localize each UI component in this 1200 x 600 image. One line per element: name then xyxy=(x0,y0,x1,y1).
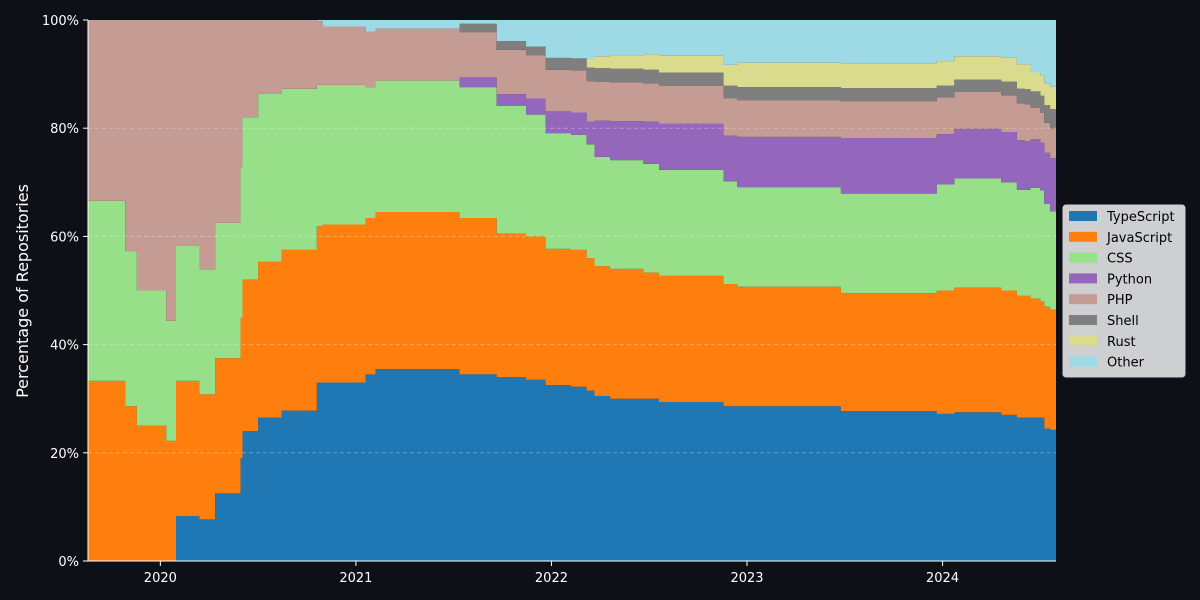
area-series-css xyxy=(88,80,1056,441)
y-tick-label: 0% xyxy=(58,555,79,570)
x-tick-label: 2024 xyxy=(926,571,959,586)
legend-label-javascript: JavaScript xyxy=(1106,231,1172,246)
x-tick-label: 2021 xyxy=(339,571,372,586)
area-series-javascript xyxy=(88,212,1056,562)
x-tick-label: 2020 xyxy=(144,571,177,586)
legend-label-php: PHP xyxy=(1107,293,1133,308)
area-series-python xyxy=(88,77,1056,321)
legend-label-typescript: TypeScript xyxy=(1106,210,1175,225)
area-series-rust xyxy=(88,20,1056,114)
axes xyxy=(87,20,1056,562)
legend-swatch-rust xyxy=(1069,335,1097,346)
x-tick-label: 2022 xyxy=(535,571,568,586)
area-layer xyxy=(88,20,1056,562)
y-ticks: 0% 20% 40% 60% 80% 100% xyxy=(42,14,88,570)
legend-label-rust: Rust xyxy=(1107,335,1136,350)
legend: TypeScript JavaScript CSS Python PHP Shell Rus… xyxy=(1062,204,1186,378)
grid-layer xyxy=(88,127,1056,454)
y-tick-label: 100% xyxy=(42,14,79,29)
y-tick-label: 40% xyxy=(50,339,79,354)
x-ticks: 2020 2021 2022 2023 2024 xyxy=(144,561,959,586)
y-tick-label: 80% xyxy=(50,122,79,137)
legend-box xyxy=(1062,204,1186,378)
area-series-typescript xyxy=(88,368,1056,561)
legend-label-css: CSS xyxy=(1107,252,1133,267)
area-series-php xyxy=(88,20,1056,321)
x-tick-label: 2023 xyxy=(730,571,763,586)
legend-label-python: Python xyxy=(1107,272,1152,287)
area-series-other xyxy=(88,20,1056,91)
legend-label-other: Other xyxy=(1107,356,1145,371)
legend-swatch-css xyxy=(1069,252,1097,263)
y-tick-label: 20% xyxy=(50,447,79,462)
legend-label-shell: Shell xyxy=(1107,314,1139,329)
legend-swatch-python xyxy=(1069,273,1097,284)
y-tick-label: 60% xyxy=(50,230,79,245)
legend-swatch-typescript xyxy=(1069,211,1097,221)
legend-swatch-shell xyxy=(1069,315,1097,325)
y-axis-label: Percentage of Repositories xyxy=(13,184,32,398)
legend-swatch-javascript xyxy=(1069,231,1097,242)
legend-swatch-php xyxy=(1069,294,1097,305)
legend-swatch-other xyxy=(1069,356,1097,367)
